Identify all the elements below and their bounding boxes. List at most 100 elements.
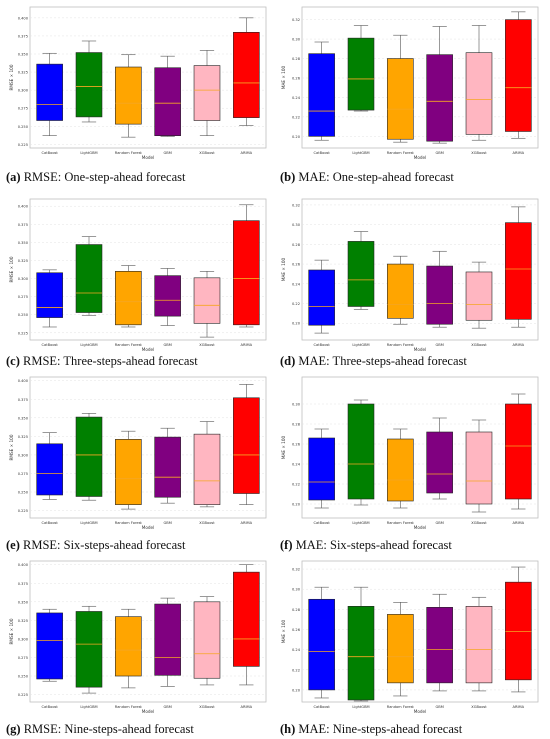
box [387, 263, 414, 319]
x-tick-label: CatBoost [42, 705, 59, 709]
box-chart: 0.20 0.22 0.24 0.26 0.28 0.30 0.32 MAE × 100 Cat… [281, 198, 539, 352]
box [233, 32, 260, 118]
x-tick-label: XGBoost [471, 705, 487, 709]
box [347, 403, 375, 500]
x-tick-label: CatBoost [42, 151, 59, 155]
plot-area [301, 6, 539, 149]
box [36, 63, 63, 121]
y-tick-label: 0.400 [18, 379, 29, 383]
y-tick-label: 0.275 [18, 107, 28, 111]
chart-panel-f: 0.20 0.22 0.24 0.26 0.28 0.30 MAE × 100 CatBoos… [276, 370, 546, 530]
box-chart: 0.20 0.22 0.24 0.26 0.28 0.30 0.32 MAE × 100 Cat… [281, 6, 539, 160]
y-tick-label: 0.300 [18, 453, 29, 457]
box [505, 19, 532, 132]
chart-panel-h: 0.20 0.22 0.24 0.26 0.28 0.30 0.32 MAE × 100 Cat… [276, 554, 546, 714]
box [387, 58, 414, 140]
caption-tag: (c) [6, 354, 20, 368]
box [347, 37, 375, 111]
x-tick-label: XGBoost [199, 343, 215, 347]
y-tick-label: 0.30 [292, 223, 301, 227]
caption-f: (f) MAE: Six-steps-ahead forecast [280, 538, 452, 553]
box-chart: 0.225 0.250 0.275 0.300 0.325 0.350 0.375 0.400… [9, 560, 267, 714]
box [308, 598, 335, 691]
box [308, 437, 335, 501]
x-tick-label: LightGBM [80, 705, 97, 709]
y-tick-label: 0.400 [18, 205, 29, 209]
y-axis-label: MAE × 100 [281, 620, 286, 644]
caption-text: MAE: Three-steps-ahead forecast [298, 354, 467, 368]
chart-panel-a: 0.225 0.250 0.275 0.300 0.325 0.350 0.375 0.400… [4, 0, 274, 160]
plot-area [301, 560, 539, 703]
y-tick-label: 0.225 [18, 509, 28, 513]
y-tick-label: 0.275 [18, 295, 28, 299]
x-tick-label: Random Forest [387, 343, 415, 347]
x-axis-label: Model [142, 347, 155, 352]
y-tick-label: 0.20 [292, 322, 301, 326]
plot-area [29, 560, 267, 703]
y-tick-label: 0.250 [18, 313, 29, 317]
y-tick-label: 0.275 [18, 472, 28, 476]
y-tick-label: 0.24 [292, 463, 301, 467]
plot-area [29, 376, 267, 519]
box [36, 443, 63, 496]
y-tick-label: 0.325 [18, 259, 28, 263]
x-tick-label: LightGBM [352, 705, 369, 709]
x-tick-label: ARIMA [241, 343, 253, 347]
y-tick-label: 0.30 [292, 403, 301, 407]
y-tick-label: 0.26 [292, 76, 301, 80]
box [387, 614, 414, 684]
caption-tag: (d) [280, 354, 296, 368]
x-tick-label: XGBoost [199, 705, 215, 709]
x-tick-label: ARIMA [513, 343, 525, 347]
y-tick-label: 0.30 [292, 38, 301, 42]
y-tick-label: 0.350 [18, 53, 29, 57]
x-tick-label: ARIMA [513, 705, 525, 709]
y-tick-label: 0.275 [18, 656, 28, 660]
box [115, 439, 142, 505]
y-tick-label: 0.250 [18, 125, 29, 129]
box [154, 603, 181, 676]
box [387, 438, 414, 502]
box [426, 265, 453, 325]
x-tick-label: XGBoost [199, 151, 215, 155]
x-tick-label: LightGBM [80, 151, 97, 155]
x-tick-label: Random Forest [387, 705, 415, 709]
box [75, 611, 103, 688]
caption-text: MAE: One-step-ahead forecast [298, 170, 454, 184]
box [465, 606, 493, 684]
box [193, 65, 221, 121]
y-tick-label: 0.24 [292, 648, 301, 652]
x-tick-label: Random Forest [115, 343, 143, 347]
y-tick-label: 0.22 [292, 302, 300, 306]
caption-tag: (e) [6, 538, 20, 552]
y-axis-label: MAE × 100 [281, 66, 286, 90]
y-tick-label: 0.24 [292, 96, 301, 100]
x-tick-label: GBM [163, 521, 171, 525]
x-tick-label: ARIMA [241, 151, 253, 155]
x-tick-label: LightGBM [80, 521, 97, 525]
x-tick-label: CatBoost [314, 521, 331, 525]
x-axis-label: Model [414, 525, 427, 530]
caption-c: (c) RMSE: Three-steps-ahead forecast [6, 354, 198, 369]
x-tick-label: GBM [435, 521, 443, 525]
y-axis-label: RMSE × 100 [9, 64, 14, 90]
box [426, 54, 453, 142]
caption-text: MAE: Six-steps-ahead forecast [295, 538, 452, 552]
x-tick-label: LightGBM [352, 521, 369, 525]
y-tick-label: 0.350 [18, 600, 29, 604]
y-tick-label: 0.250 [18, 675, 29, 679]
x-tick-label: XGBoost [471, 521, 487, 525]
y-tick-label: 0.375 [18, 582, 28, 586]
box [465, 431, 493, 505]
x-axis-label: Model [414, 347, 427, 352]
caption-e: (e) RMSE: Six-steps-ahead forecast [6, 538, 185, 553]
y-tick-label: 0.32 [292, 18, 300, 22]
x-tick-label: Random Forest [387, 521, 415, 525]
x-tick-label: GBM [163, 151, 171, 155]
box [233, 220, 260, 326]
box [465, 52, 493, 135]
y-tick-label: 0.22 [292, 668, 300, 672]
chart-panel-c: 0.225 0.250 0.275 0.300 0.325 0.350 0.375 0.400… [4, 192, 274, 352]
x-axis-label: Model [414, 709, 427, 714]
box [154, 275, 181, 317]
